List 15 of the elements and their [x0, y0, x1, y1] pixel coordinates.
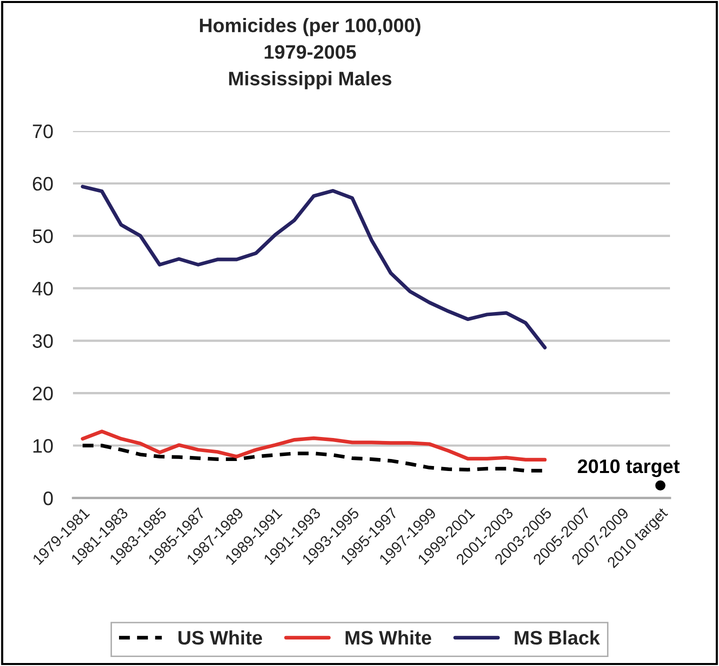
line-series: [80, 184, 547, 350]
y-tick-label: 40: [32, 282, 53, 296]
series-label: 2010 target: [578, 459, 680, 478]
y-tick-label: 20: [32, 386, 53, 400]
legend-label: MS Black: [514, 630, 600, 645]
y-tick-label: 0: [44, 491, 53, 506]
legend-label: US White: [178, 630, 262, 645]
chart-title: Homicides (per 100,000) 1979-2005 Mississippi Males: [200, 18, 420, 90]
y-tick-label: 30: [32, 334, 53, 348]
y-tick-label: 60: [32, 176, 53, 191]
y-tick-label: 70: [32, 124, 53, 138]
line-series: [80, 430, 547, 462]
y-tick-label: 50: [32, 229, 53, 244]
legend-label: MS White: [346, 630, 432, 645]
y-tick-label: 10: [33, 439, 53, 453]
